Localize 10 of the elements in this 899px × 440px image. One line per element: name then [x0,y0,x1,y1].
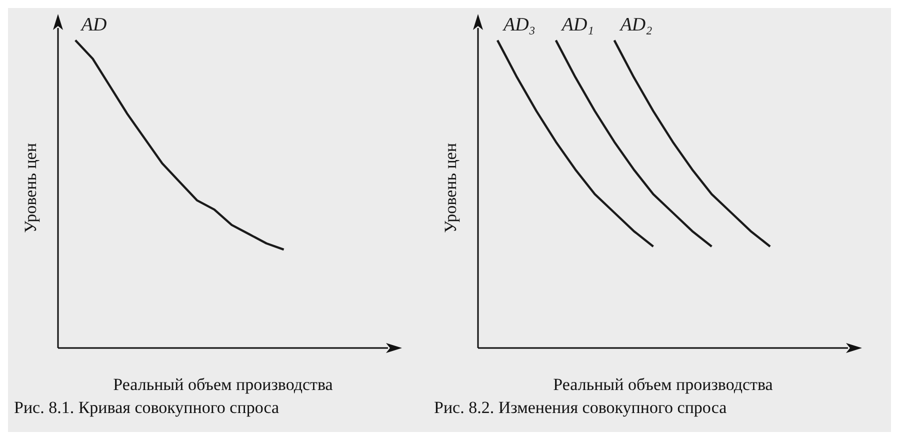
x-axis-title: Реальный объем производства [553,375,774,394]
text: Рис. 8.1. Кривая совокупного спроса [13,398,280,418]
series-label: AD₂ [618,14,653,36]
text: Рис. 8.2. Изменения совокупного спроса [433,398,728,418]
series-label: AD₁ [560,14,594,36]
y-axis-title: Уровень цен [441,143,460,233]
legend-label: AD₃ [501,14,536,36]
x-axis-title: Реальный объем производства [113,375,334,394]
y-axis-title: Уровень цен [21,143,40,233]
legend-label: AD [79,14,107,36]
